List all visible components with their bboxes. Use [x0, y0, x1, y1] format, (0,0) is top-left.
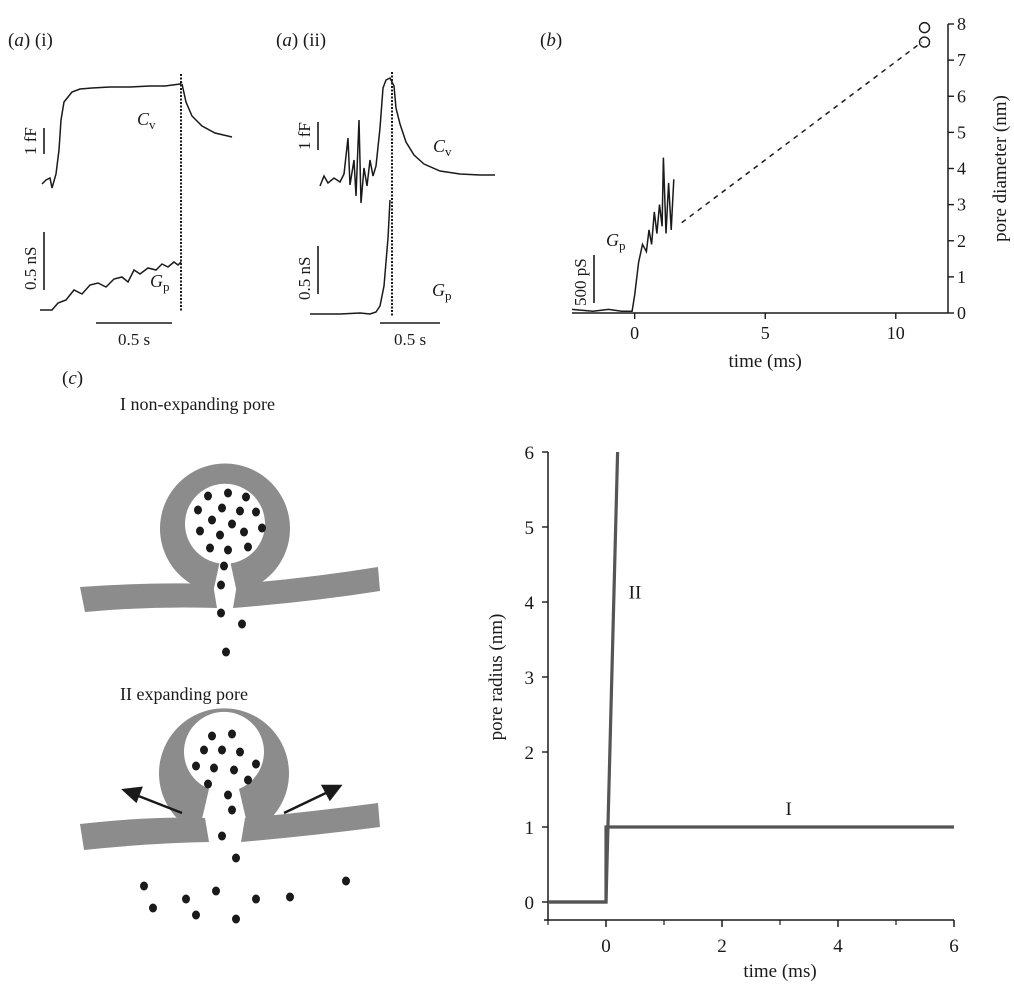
- cv-trace: [319, 76, 495, 204]
- y-axis-label: pore radius (nm): [486, 614, 507, 741]
- x-tick-label: 0: [601, 936, 611, 957]
- y-tick-label: 0: [525, 893, 535, 914]
- y-tick-label: 7: [957, 50, 966, 70]
- cv-label: Cv: [433, 136, 452, 159]
- time-scale-label: 0.5 s: [118, 330, 150, 349]
- cap-scale-label: 1 fF: [295, 122, 314, 150]
- expansion-arrows: [121, 784, 343, 815]
- cv-trace: [41, 81, 183, 189]
- plasma-membrane-left: [80, 817, 209, 850]
- arrow-right-icon: [283, 790, 329, 815]
- arrow-right-head-icon: [320, 784, 343, 802]
- panel-roman: (ii): [303, 30, 326, 51]
- panel-letter: b: [546, 30, 556, 51]
- gp-trace: [571, 157, 675, 312]
- gp-trace: [40, 261, 182, 311]
- cargo-particles: [194, 488, 266, 657]
- y-tick-label: 4: [957, 159, 966, 179]
- y-tick-label: 4: [525, 593, 535, 614]
- vesicle-membrane: [159, 708, 289, 834]
- vesicle-membrane: [159, 463, 290, 593]
- panel-letter: c: [68, 368, 77, 389]
- panel-b-plot: 0 5 10 0 1 2 3 4 5 6 7 8 time (ms) pore diameter (nm): [571, 14, 1011, 372]
- non-expanding-pore-diagram: [80, 463, 380, 657]
- cond-scale-label: 0.5 nS: [295, 257, 314, 300]
- y-tick-label: 1: [525, 818, 535, 839]
- x-tick-label: 5: [761, 323, 770, 343]
- curve-i-label: I: [786, 799, 792, 820]
- panel-letter: a: [282, 30, 292, 51]
- y-tick-label: 6: [957, 86, 966, 106]
- y-tick-label: 3: [957, 195, 966, 215]
- plasma-membrane-right: [233, 567, 380, 608]
- panel-a-i-header: (a) (i): [8, 30, 53, 51]
- y-tick-label: 0: [957, 303, 966, 323]
- diagram-i-title: I non-expanding pore: [120, 394, 275, 414]
- x-tick-label: 6: [949, 936, 959, 957]
- y-tick-label: 2: [525, 743, 535, 764]
- data-point: [918, 21, 931, 34]
- x-axis-label: time (ms): [729, 351, 802, 372]
- gp-label: Gp: [150, 271, 170, 294]
- x-tick-label: 0: [630, 323, 639, 343]
- expanding-pore-diagram: [80, 708, 380, 924]
- panel-c-header: (c): [62, 368, 83, 389]
- y-tick-label: 8: [957, 14, 966, 34]
- cap-scale-label: 1 fF: [21, 127, 40, 155]
- curve-ii-label: II: [629, 582, 642, 603]
- series-ii-line: [548, 451, 620, 904]
- cargo-particles: [140, 729, 350, 924]
- panel-b: (b) 0 5 10 0 1 2 3 4 5 6 7 8 time (ms) pore diameter …: [540, 14, 1011, 372]
- y-tick-label: 6: [525, 443, 535, 464]
- gp-label: Gp: [606, 230, 626, 253]
- y-tick-label: 5: [525, 518, 535, 539]
- arrow-left-icon: [135, 793, 183, 815]
- cv-decay-trace: [181, 83, 233, 138]
- plasma-membrane-right: [241, 803, 380, 842]
- cv-label: Cv: [137, 109, 156, 132]
- panel-roman: (i): [35, 30, 53, 51]
- panel-a-ii-header: (a) (ii): [276, 30, 326, 51]
- y-axis-label: pore diameter (nm): [990, 95, 1011, 242]
- gp-label: Gp: [432, 280, 452, 303]
- data-point: [918, 36, 931, 48]
- diagram-ii-title: II expanding pore: [120, 684, 248, 704]
- extrapolation-line: [681, 41, 923, 224]
- panel-a-ii: (a) (ii) Cv Gp 1 fF 0.5 nS 0.5 s: [276, 30, 495, 349]
- cond-scale-label: 500 pS: [571, 258, 590, 306]
- panel-b-header: (b): [540, 30, 562, 51]
- arrow-left-head-icon: [121, 786, 143, 804]
- gp-trace: [310, 199, 391, 315]
- y-tick-label: 2: [957, 231, 966, 251]
- panel-letter: a: [14, 30, 24, 51]
- x-tick-label: 10: [887, 323, 905, 343]
- panel-a-i: (a) (i) Cv Gp 1 fF 0.5 nS 0.5 s: [8, 30, 233, 349]
- x-axis-label: time (ms): [743, 961, 816, 982]
- y-tick-label: 3: [525, 668, 535, 689]
- cond-scale-label: 0.5 nS: [21, 247, 40, 290]
- x-tick-label: 2: [717, 936, 727, 957]
- time-scale-label: 0.5 s: [394, 330, 426, 349]
- y-tick-label: 5: [957, 122, 966, 142]
- plasma-membrane-left: [80, 583, 217, 612]
- x-tick-label: 4: [833, 936, 843, 957]
- panel-c: (c) I non-expanding pore II expanding po…: [62, 368, 959, 982]
- y-tick-label: 1: [957, 267, 966, 287]
